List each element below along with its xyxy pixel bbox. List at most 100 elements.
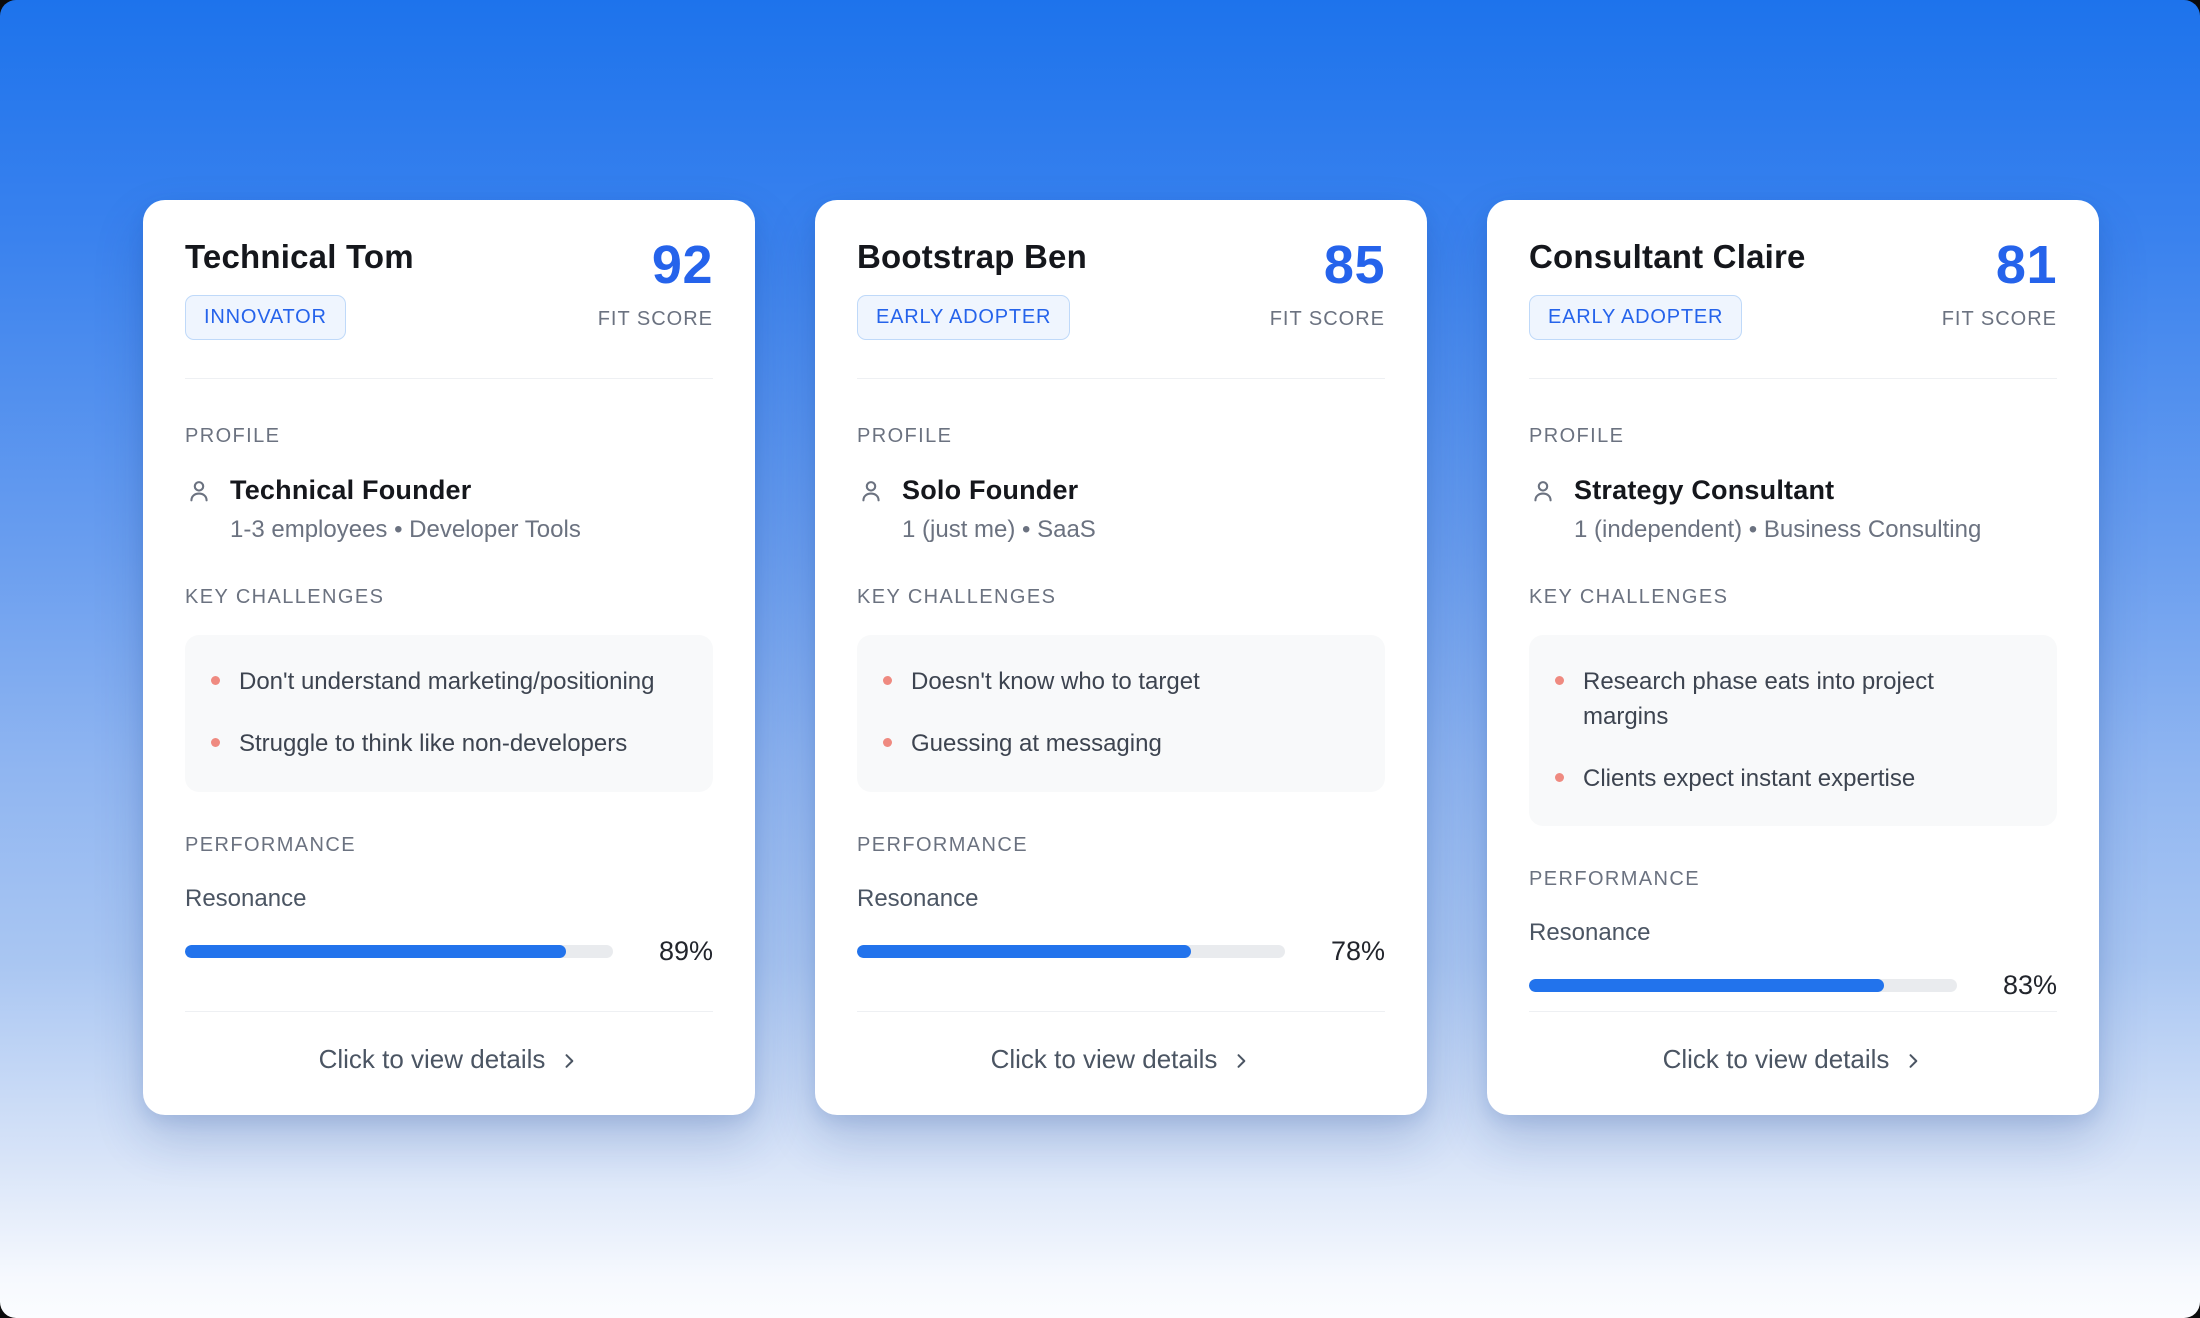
profile-text: Strategy Consultant 1 (independent) • Bu…: [1574, 475, 1981, 544]
segment-badge: EARLY ADOPTER: [857, 294, 1071, 340]
fit-score-value: 85: [1323, 235, 1385, 295]
user-icon: [185, 477, 213, 510]
challenge-text: Guessing at messaging: [911, 729, 1162, 757]
user-icon: [857, 477, 885, 510]
resonance-bar-row: 89%: [185, 936, 713, 967]
persona-name: Consultant Claire: [1529, 238, 1806, 275]
challenges-section-label: KEY CHALLENGES: [857, 585, 1057, 608]
persona-name: Bootstrap Ben: [857, 238, 1087, 275]
challenge-text: Clients expect instant expertise: [1583, 764, 1916, 792]
header-divider: [1529, 377, 2057, 379]
card-footer: Click to view details: [1529, 1011, 2057, 1081]
resonance-percent: 78%: [1330, 935, 1385, 966]
challenge-text: Struggle to think like non-developers: [239, 729, 628, 757]
profile-role: Strategy Consultant: [1574, 474, 1835, 505]
profile-section-label: PROFILE: [1529, 424, 1625, 447]
performance-section-label: PERFORMANCE: [857, 833, 1028, 856]
chevron-right-icon: [1909, 1053, 1918, 1068]
fit-score-label: FIT SCORE: [597, 308, 713, 330]
card-header-left: Technical Tom INNOVATOR: [185, 238, 414, 340]
resonance-label: Resonance: [1529, 919, 1651, 947]
resonance-bar-row: 78%: [857, 936, 1385, 967]
bullet-dot-icon: [211, 675, 220, 685]
challenge-text: Research phase eats into project margins: [1583, 667, 1934, 730]
view-details-label: Click to view details: [990, 1044, 1218, 1074]
profile-row: Technical Founder 1-3 employees • Develo…: [185, 475, 713, 544]
challenge-text: Doesn't know who to target: [911, 667, 1200, 695]
bullet-dot-icon: [1555, 675, 1564, 685]
progress-fill: [857, 944, 1191, 958]
header-divider: [857, 377, 1385, 379]
bullet-dot-icon: [883, 675, 892, 685]
segment-badge: EARLY ADOPTER: [1529, 294, 1743, 340]
challenge-text: Don't understand marketing/positioning: [239, 667, 655, 695]
challenge-item: Don't understand marketing/positioning: [211, 665, 687, 700]
view-details-button[interactable]: Click to view details: [185, 1044, 713, 1081]
persona-card-technical-tom[interactable]: Technical Tom INNOVATOR 92 FIT SCORE PRO…: [143, 200, 755, 1115]
profile-details: 1-3 employees • Developer Tools: [230, 515, 581, 543]
performance-section-label: PERFORMANCE: [185, 833, 356, 856]
fit-score-value: 92: [651, 235, 713, 295]
chevron-right-icon: [1237, 1053, 1246, 1068]
challenge-item: Guessing at messaging: [883, 727, 1359, 762]
progress-fill: [1529, 979, 1885, 993]
resonance-percent: 89%: [658, 935, 713, 966]
fit-score-block: 92 FIT SCORE: [598, 238, 713, 331]
resonance-label: Resonance: [857, 884, 979, 912]
card-header: Bootstrap Ben EARLY ADOPTER 85 FIT SCORE: [857, 238, 1385, 340]
challenges-section-label: KEY CHALLENGES: [1529, 585, 1729, 608]
bullet-dot-icon: [211, 737, 220, 747]
challenge-item: Research phase eats into project margins: [1555, 665, 2031, 735]
resonance-bar-row: 83%: [1529, 970, 2057, 1001]
user-icon: [1529, 477, 1557, 510]
progress-track: [857, 944, 1285, 958]
card-footer: Click to view details: [857, 1011, 1385, 1081]
profile-details: 1 (just me) • SaaS: [902, 515, 1096, 543]
card-header-left: Consultant Claire EARLY ADOPTER: [1529, 238, 1806, 340]
challenges-section-label: KEY CHALLENGES: [185, 585, 385, 608]
view-details-label: Click to view details: [1662, 1044, 1890, 1074]
segment-badge: INNOVATOR: [185, 294, 346, 340]
profile-details: 1 (independent) • Business Consulting: [1574, 515, 1982, 543]
bullet-dot-icon: [883, 737, 892, 747]
profile-text: Solo Founder 1 (just me) • SaaS: [902, 475, 1096, 544]
persona-card-consultant-claire[interactable]: Consultant Claire EARLY ADOPTER 81 FIT S…: [1487, 200, 2099, 1115]
fit-score-block: 81 FIT SCORE: [1942, 238, 2057, 331]
profile-row: Solo Founder 1 (just me) • SaaS: [857, 475, 1385, 544]
fit-score-block: 85 FIT SCORE: [1270, 238, 1385, 331]
profile-section-label: PROFILE: [857, 424, 953, 447]
profile-section-label: PROFILE: [185, 424, 281, 447]
profile-text: Technical Founder 1-3 employees • Develo…: [230, 475, 581, 544]
fit-score-value: 81: [1995, 235, 2057, 295]
resonance-label: Resonance: [185, 884, 307, 912]
card-footer: Click to view details: [185, 1011, 713, 1081]
card-header-left: Bootstrap Ben EARLY ADOPTER: [857, 238, 1087, 340]
challenge-item: Clients expect instant expertise: [1555, 762, 2031, 797]
fit-score-label: FIT SCORE: [1269, 308, 1385, 330]
bullet-dot-icon: [1555, 772, 1564, 782]
profile-role: Solo Founder: [902, 474, 1079, 505]
progress-fill: [185, 944, 566, 958]
persona-cards-row: Technical Tom INNOVATOR 92 FIT SCORE PRO…: [143, 200, 2099, 1115]
progress-track: [185, 944, 613, 958]
profile-row: Strategy Consultant 1 (independent) • Bu…: [1529, 475, 2057, 544]
header-divider: [185, 377, 713, 379]
view-details-button[interactable]: Click to view details: [857, 1044, 1385, 1081]
challenges-box: Don't understand marketing/positioning S…: [185, 634, 713, 792]
card-header: Technical Tom INNOVATOR 92 FIT SCORE: [185, 238, 713, 340]
challenges-box: Research phase eats into project margins…: [1529, 634, 2057, 827]
view-details-button[interactable]: Click to view details: [1529, 1044, 2057, 1081]
challenge-item: Doesn't know who to target: [883, 665, 1359, 700]
challenges-box: Doesn't know who to target Guessing at m…: [857, 634, 1385, 792]
profile-role: Technical Founder: [230, 474, 472, 505]
persona-card-bootstrap-ben[interactable]: Bootstrap Ben EARLY ADOPTER 85 FIT SCORE…: [815, 200, 1427, 1115]
progress-track: [1529, 979, 1957, 993]
challenge-item: Struggle to think like non-developers: [211, 727, 687, 762]
performance-section-label: PERFORMANCE: [1529, 868, 1700, 891]
card-header: Consultant Claire EARLY ADOPTER 81 FIT S…: [1529, 238, 2057, 340]
chevron-right-icon: [565, 1053, 574, 1068]
view-details-label: Click to view details: [318, 1044, 546, 1074]
fit-score-label: FIT SCORE: [1941, 308, 2057, 330]
resonance-percent: 83%: [2002, 970, 2057, 1001]
